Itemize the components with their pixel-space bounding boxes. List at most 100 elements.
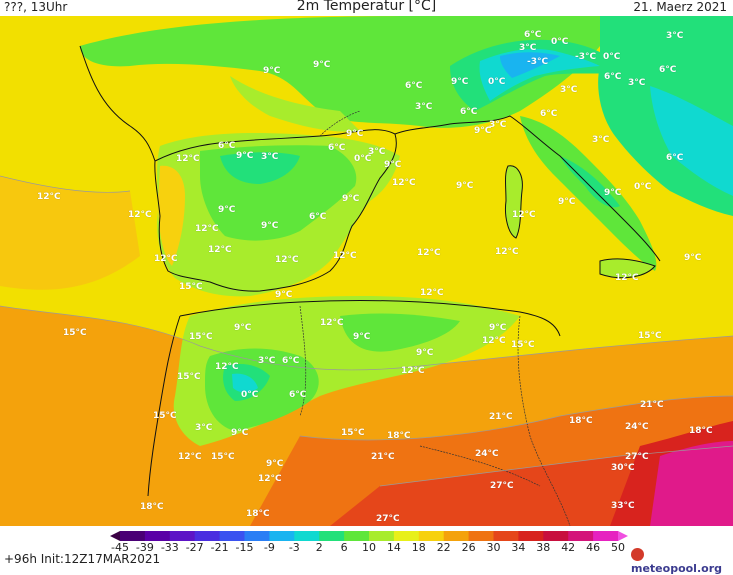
temperature-label: 12°C xyxy=(178,452,202,462)
temperature-label: 6°C xyxy=(405,81,423,91)
temperature-label: 3°C xyxy=(560,85,578,95)
temperature-label: 6°C xyxy=(309,212,327,222)
temperature-label: 6°C xyxy=(540,109,558,119)
colorbar-ticks: -45 -39 -33 -27 -21 -15 -9 -3 2 6 10 14 18 22 26 30 34 38… xyxy=(0,541,733,555)
colorbar-segment xyxy=(144,531,171,541)
sicily-coast xyxy=(599,258,656,279)
colorbar-segment xyxy=(443,531,470,541)
europe-south-coast xyxy=(394,115,661,262)
alps-blue-zone xyxy=(500,52,560,78)
temperature-label: 15°C xyxy=(189,332,213,342)
colorbar-segment xyxy=(468,531,494,541)
temperature-label: 12°C xyxy=(275,255,299,265)
temperature-label: 15°C xyxy=(63,328,87,338)
colorbar-tick-label: 10 xyxy=(362,541,376,554)
colorbar-tick-label: -21 xyxy=(210,541,229,554)
colorbar-tick-label: -3 xyxy=(288,541,300,554)
africa-north-coast xyxy=(179,300,561,337)
temperature-label: 3°C xyxy=(592,135,610,145)
colorbar-tick-label: 46 xyxy=(586,541,601,554)
temperature-label: 21°C xyxy=(489,412,513,422)
temperature-label: 18°C xyxy=(246,509,270,519)
init-time: +96h Init:12Z17MAR2021 xyxy=(4,552,161,566)
temperature-label: 30°C xyxy=(611,463,635,473)
colorbar-segment xyxy=(418,531,445,541)
apennines-zone xyxy=(560,156,620,208)
map-footer: -45 -39 -33 -27 -21 -15 -9 -3 2 6 10 14 18 22 26 30 34 38… xyxy=(0,526,733,575)
temperature-label: 12°C xyxy=(215,362,239,372)
temperature-label: 9°C xyxy=(451,77,469,87)
temperature-label: 12°C xyxy=(37,192,61,202)
temperature-label: 3°C xyxy=(368,147,386,157)
colorbar-tick-label: 26 xyxy=(461,541,476,554)
temperature-label: 3°C xyxy=(519,43,537,53)
temperature-label: 12°C xyxy=(420,288,444,298)
temperature-label: 6°C xyxy=(328,143,346,153)
temperature-label: 0°C xyxy=(551,37,569,47)
temperature-label: 3°C xyxy=(415,102,433,112)
colorbar-tick-label: -45 xyxy=(111,541,129,554)
temperature-label: 15°C xyxy=(341,428,365,438)
colorbar-segment xyxy=(369,531,395,541)
temperature-label: 12°C xyxy=(333,251,357,261)
temperature-label: 24°C xyxy=(475,449,499,459)
temperature-label: 9°C xyxy=(489,323,507,333)
logo-text: meteopool.org xyxy=(631,562,722,575)
temperature-label: 6°C xyxy=(666,153,684,163)
temperature-label: 18°C xyxy=(140,502,164,512)
temperature-label: 9°C xyxy=(384,160,402,170)
temperature-label: 15°C xyxy=(511,340,535,350)
temperature-label: 9°C xyxy=(353,332,371,342)
africa-west-coast xyxy=(147,315,181,497)
colorbar-tick-label: -9 xyxy=(263,541,275,554)
temperature-label: 9°C xyxy=(313,60,331,70)
temperature-label: 0°C xyxy=(241,390,259,400)
temperature-label: 0°C xyxy=(488,77,506,87)
temperature-map: 9°C 9°C 6°C 3°C 0°C -3°C -3°C 0°C 3°C 6°C 3°C 6°C 6°… xyxy=(0,16,733,526)
atlantic-warm-zone xyxy=(0,176,140,290)
temperature-label: 9°C xyxy=(231,428,249,438)
france-lowland-zone xyxy=(230,76,360,132)
temperature-label: 3°C xyxy=(261,152,279,162)
temperature-label: 27°C xyxy=(490,481,514,491)
temperature-label: 3°C xyxy=(489,120,507,130)
temperature-label: 9°C xyxy=(275,290,293,300)
logo[interactable]: meteopool.org xyxy=(631,548,733,575)
colorbar-segment xyxy=(393,531,420,541)
map-canvas xyxy=(0,16,733,526)
colorbar-tick-label: 22 xyxy=(436,541,451,554)
border-morocco-algeria xyxy=(299,305,307,417)
temperature-label: 12°C xyxy=(401,366,425,376)
temperature-label: 6°C xyxy=(604,72,622,82)
colorbar-tick-label: -15 xyxy=(235,541,254,554)
temperature-label: 12°C xyxy=(392,178,416,188)
temperature-label: 0°C xyxy=(603,52,621,62)
temperature-label: 9°C xyxy=(342,194,360,204)
colorbar-segment xyxy=(294,531,320,541)
hot-zone-magenta xyxy=(650,441,733,526)
colorbar-segment xyxy=(493,531,519,541)
colorbar-tick-label: 50 xyxy=(611,541,625,554)
temperature-label: 9°C xyxy=(346,129,364,139)
biscay-coast xyxy=(79,45,156,162)
temperature-label: 12°C xyxy=(417,248,441,258)
temperature-label: 21°C xyxy=(640,400,664,410)
temperature-label: 12°C xyxy=(320,318,344,328)
temperature-label: 15°C xyxy=(211,452,235,462)
colorbar-tick-label: 42 xyxy=(561,541,576,554)
temperature-label: 12°C xyxy=(195,224,219,234)
map-title: 2m Temperatur [°C] xyxy=(296,0,437,14)
border-pyrenees xyxy=(319,110,361,137)
colorbar-segment xyxy=(110,531,120,541)
colorbar-segment xyxy=(568,531,594,541)
temperature-label: 9°C xyxy=(261,221,279,231)
temperature-label: 12°C xyxy=(176,154,200,164)
sicily-zone xyxy=(600,258,655,278)
colorbar-segment xyxy=(120,531,146,541)
colorbar-tick-label: 30 xyxy=(486,541,501,554)
colorbar-tick-label: 18 xyxy=(411,541,426,554)
temperature-label: 15°C xyxy=(177,372,201,382)
colorbar-segment xyxy=(169,531,196,541)
balkans-cyan-zone xyxy=(650,86,733,196)
logo-icon xyxy=(631,548,644,561)
